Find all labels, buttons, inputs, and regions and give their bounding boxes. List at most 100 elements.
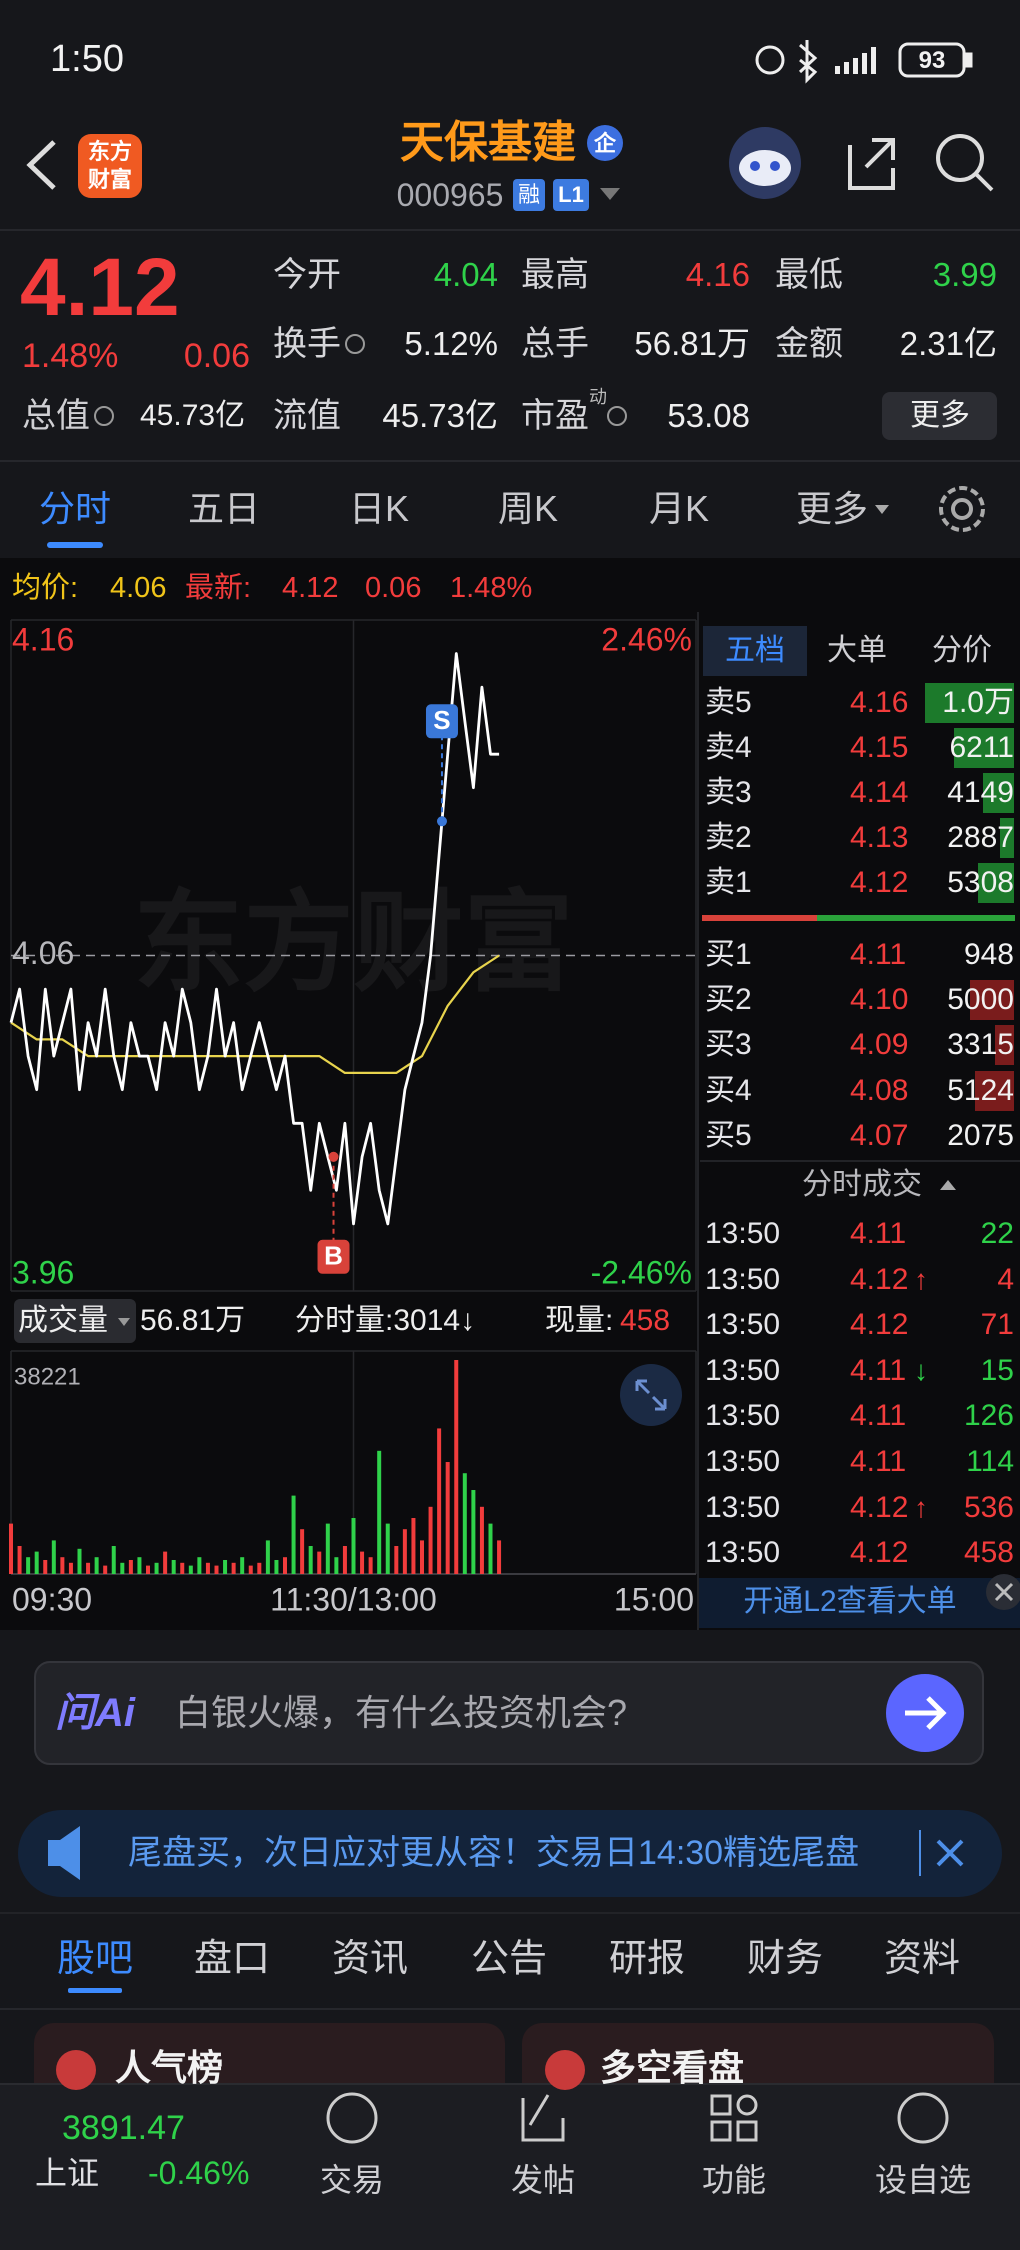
section-tab[interactable]: 公告 [470, 1938, 548, 1981]
current-volume: 458 [620, 1304, 671, 1337]
book-level: 买2 [705, 983, 752, 1017]
section-tab[interactable]: 盘口 [193, 1938, 271, 1981]
section-tab[interactable]: 资讯 [331, 1938, 409, 1981]
bottom-nav [0, 2083, 1020, 2250]
book-volume: 2075 [947, 1118, 1014, 1152]
chart-tab[interactable]: 分时 [38, 488, 112, 530]
trade-time: 13:50 [705, 1262, 781, 1296]
book-price: 4.16 [850, 686, 909, 719]
info-icon[interactable] [345, 334, 365, 354]
book-level: 买4 [705, 1073, 752, 1107]
volume-bar [60, 1557, 65, 1574]
info-icon[interactable] [94, 406, 114, 426]
index-change: -0.46% [148, 2154, 250, 2191]
change-percent: 1.48% [22, 336, 119, 375]
tag-box [553, 179, 589, 211]
stat-label: 金额 [775, 324, 843, 363]
volume-bar [94, 1557, 99, 1574]
tag: 融 [517, 181, 541, 207]
volume-bar [411, 1518, 416, 1574]
ai-box[interactable] [34, 1661, 984, 1765]
chart-tab[interactable]: 月K [648, 488, 710, 530]
volume-bar [257, 1562, 262, 1574]
trade-icon[interactable] [326, 2092, 378, 2144]
settings-button[interactable] [939, 486, 985, 532]
book-level: 卖5 [705, 686, 752, 719]
bluetooth-icon [798, 40, 818, 84]
sort-icon[interactable] [940, 1180, 956, 1190]
price-line [9, 652, 500, 1226]
volume-bar [86, 1562, 91, 1574]
status-time: 1:50 [50, 38, 124, 81]
book-tab[interactable]: 分价 [932, 634, 992, 667]
section-tab[interactable]: 股吧 [56, 1938, 134, 1981]
expand-button[interactable] [620, 1364, 682, 1426]
l2-close[interactable] [986, 1574, 1020, 1610]
post-icon[interactable] [521, 2094, 565, 2142]
ai-send-button[interactable] [886, 1674, 964, 1752]
l2-link[interactable]: 开通L2查看大单 [743, 1585, 957, 1618]
stat-value: 53.08 [667, 397, 750, 435]
stock-badge: 企 [593, 130, 617, 156]
back-button[interactable] [26, 140, 56, 190]
nav-item[interactable]: 交易 [319, 2161, 385, 2198]
avg-bar-pct: 1.48% [450, 571, 533, 604]
book-volume: 2887 [947, 821, 1014, 854]
banner-close[interactable] [936, 1839, 964, 1867]
trade-time: 13:50 [705, 1308, 781, 1342]
volume-bar [300, 1529, 305, 1574]
chart-area [0, 558, 1020, 1630]
nav-item[interactable]: 功能 [701, 2161, 767, 2198]
section-tab[interactable]: 财务 [746, 1938, 824, 1981]
stat-value: 45.73亿 [382, 397, 498, 435]
book-price: 4.10 [850, 983, 909, 1017]
watchlist-icon[interactable] [897, 2092, 949, 2144]
volume-bar [308, 1546, 313, 1574]
section-tab[interactable]: 研报 [608, 1938, 686, 1981]
volume-bar [171, 1560, 176, 1574]
dropdown-icon[interactable] [600, 188, 620, 200]
divider [697, 612, 699, 1630]
ai-prompt[interactable]: 白银火爆，有什么投资机会? [175, 1692, 628, 1734]
volume-bar [360, 1551, 365, 1574]
more-button[interactable] [882, 392, 997, 440]
tab-underline [68, 1988, 122, 1993]
robot-button[interactable] [729, 127, 801, 199]
divider [0, 460, 1020, 462]
more-button-label[interactable]: 更多 [910, 399, 970, 432]
section-tab[interactable]: 资料 [883, 1938, 961, 1981]
chart-tab[interactable]: 五日 [187, 488, 261, 530]
function-icon[interactable] [710, 2094, 758, 2142]
book-tab[interactable]: 五档 [725, 634, 785, 667]
stat-value: 5.12% [404, 325, 498, 363]
chart-tab[interactable]: 更多 [795, 488, 869, 530]
app-logo-text: 东方 [87, 138, 133, 164]
book-price: 4.15 [850, 731, 909, 764]
chart-tab[interactable]: 周K [497, 488, 559, 530]
banner[interactable] [18, 1810, 1002, 1897]
search-button[interactable] [936, 134, 994, 192]
trades-title: 分时成交 [802, 1168, 922, 1201]
chart-tab[interactable]: 日K [348, 488, 410, 530]
share-button[interactable] [848, 138, 895, 190]
annotation-box [317, 1239, 350, 1274]
nav-item[interactable]: 发帖 [510, 2161, 576, 2198]
dropdown-icon[interactable] [875, 505, 889, 514]
divider [0, 2008, 1020, 2010]
book-tab[interactable]: 大单 [827, 634, 887, 667]
nav-item[interactable]: 设自选 [874, 2161, 972, 2198]
trade-price: 4.12 [850, 1262, 909, 1296]
card-icon [56, 2050, 96, 2090]
order-book-tab-active[interactable] [703, 626, 807, 676]
dropdown-icon[interactable] [118, 1318, 130, 1326]
depth-bar [978, 863, 1014, 903]
l2-bar[interactable] [699, 1578, 1020, 1628]
volume-selector[interactable] [14, 1299, 136, 1343]
book-price: 4.08 [850, 1073, 909, 1107]
depth-bar [1000, 818, 1014, 858]
stat-value: 4.16 [685, 256, 750, 294]
trade-time: 13:50 [705, 1445, 781, 1478]
info-icon[interactable] [607, 406, 627, 426]
book-level: 买3 [705, 1028, 752, 1062]
